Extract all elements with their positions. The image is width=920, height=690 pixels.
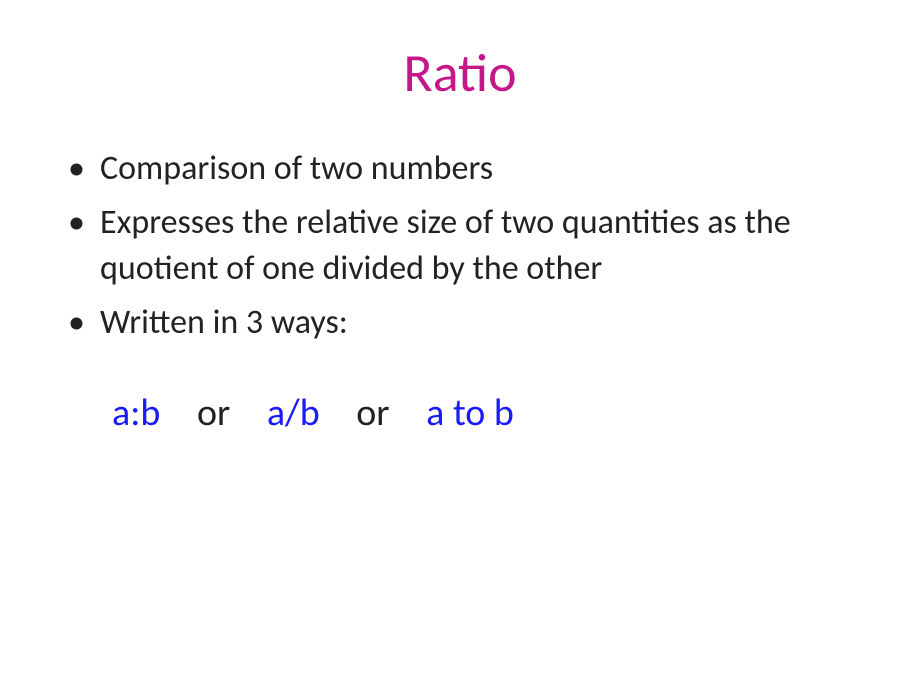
notation-row: a:b or a/b or a to b [60, 391, 860, 437]
bullet-list: Comparison of two numbers Expresses the … [60, 146, 860, 346]
bullet-item: Written in 3 ways: [100, 300, 860, 346]
slide-title: Ratio [60, 30, 860, 106]
bullet-item: Expresses the relative size of two quant… [100, 200, 860, 292]
bullet-item: Comparison of two numbers [100, 146, 860, 192]
slide-container: Ratio Comparison of two numbers Expresse… [0, 0, 920, 690]
notation-separator: or [197, 391, 230, 437]
notation-form-1: a:b [112, 391, 160, 437]
notation-separator: or [356, 391, 389, 437]
notation-form-3: a to b [426, 391, 514, 437]
notation-form-2: a/b [267, 391, 320, 437]
